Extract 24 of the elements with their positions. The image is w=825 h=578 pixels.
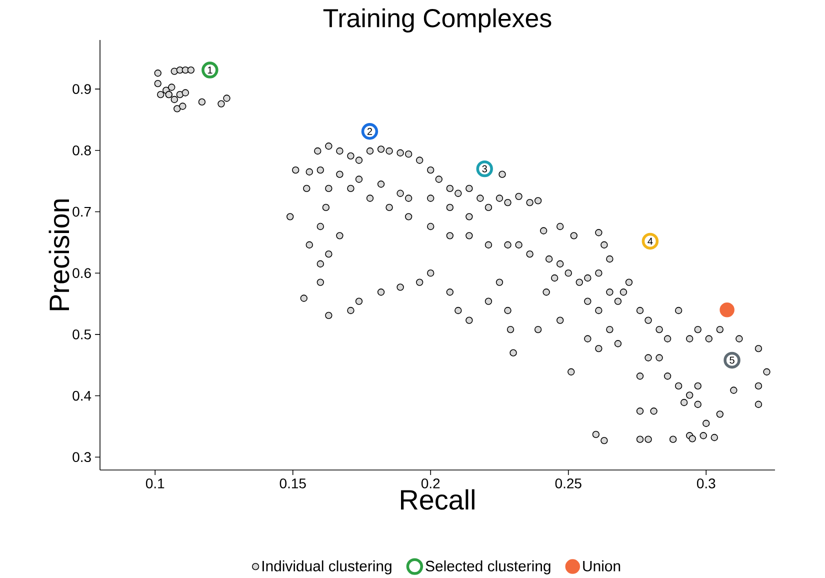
y-tick-label: 0.4 xyxy=(72,390,92,401)
point xyxy=(720,302,734,318)
legend-label: Individual clustering xyxy=(262,560,392,574)
x-tick-label: 0.1 xyxy=(146,478,164,488)
y-tick-label: 0.8 xyxy=(72,145,91,156)
y-tick-label: 0.9 xyxy=(72,84,91,94)
annotation: 2 xyxy=(367,128,372,135)
chart-title: Training Complexes xyxy=(323,8,552,32)
y-tick-label: 0.7 xyxy=(72,206,91,217)
legend-label: Union xyxy=(583,560,620,572)
annotation: 5 xyxy=(730,356,734,364)
y-axis-title: Precision xyxy=(48,199,70,310)
x-tick-label: 0.3 xyxy=(696,478,716,488)
legend-label: Selected clustering xyxy=(426,560,550,574)
annotation: 4 xyxy=(648,238,653,245)
x-tick-label: 0.25 xyxy=(555,478,582,488)
y-tick-label: 0.5 xyxy=(72,329,91,340)
y-tick-label: 0.3 xyxy=(72,452,91,462)
annotation: 3 xyxy=(482,165,487,172)
x-axis-title: Recall xyxy=(401,489,474,510)
x-tick-label: 0.15 xyxy=(280,478,306,488)
y-tick-label: 0.6 xyxy=(72,268,91,278)
x-tick-label: 0.2 xyxy=(421,478,440,488)
annotation: 1 xyxy=(208,66,212,74)
